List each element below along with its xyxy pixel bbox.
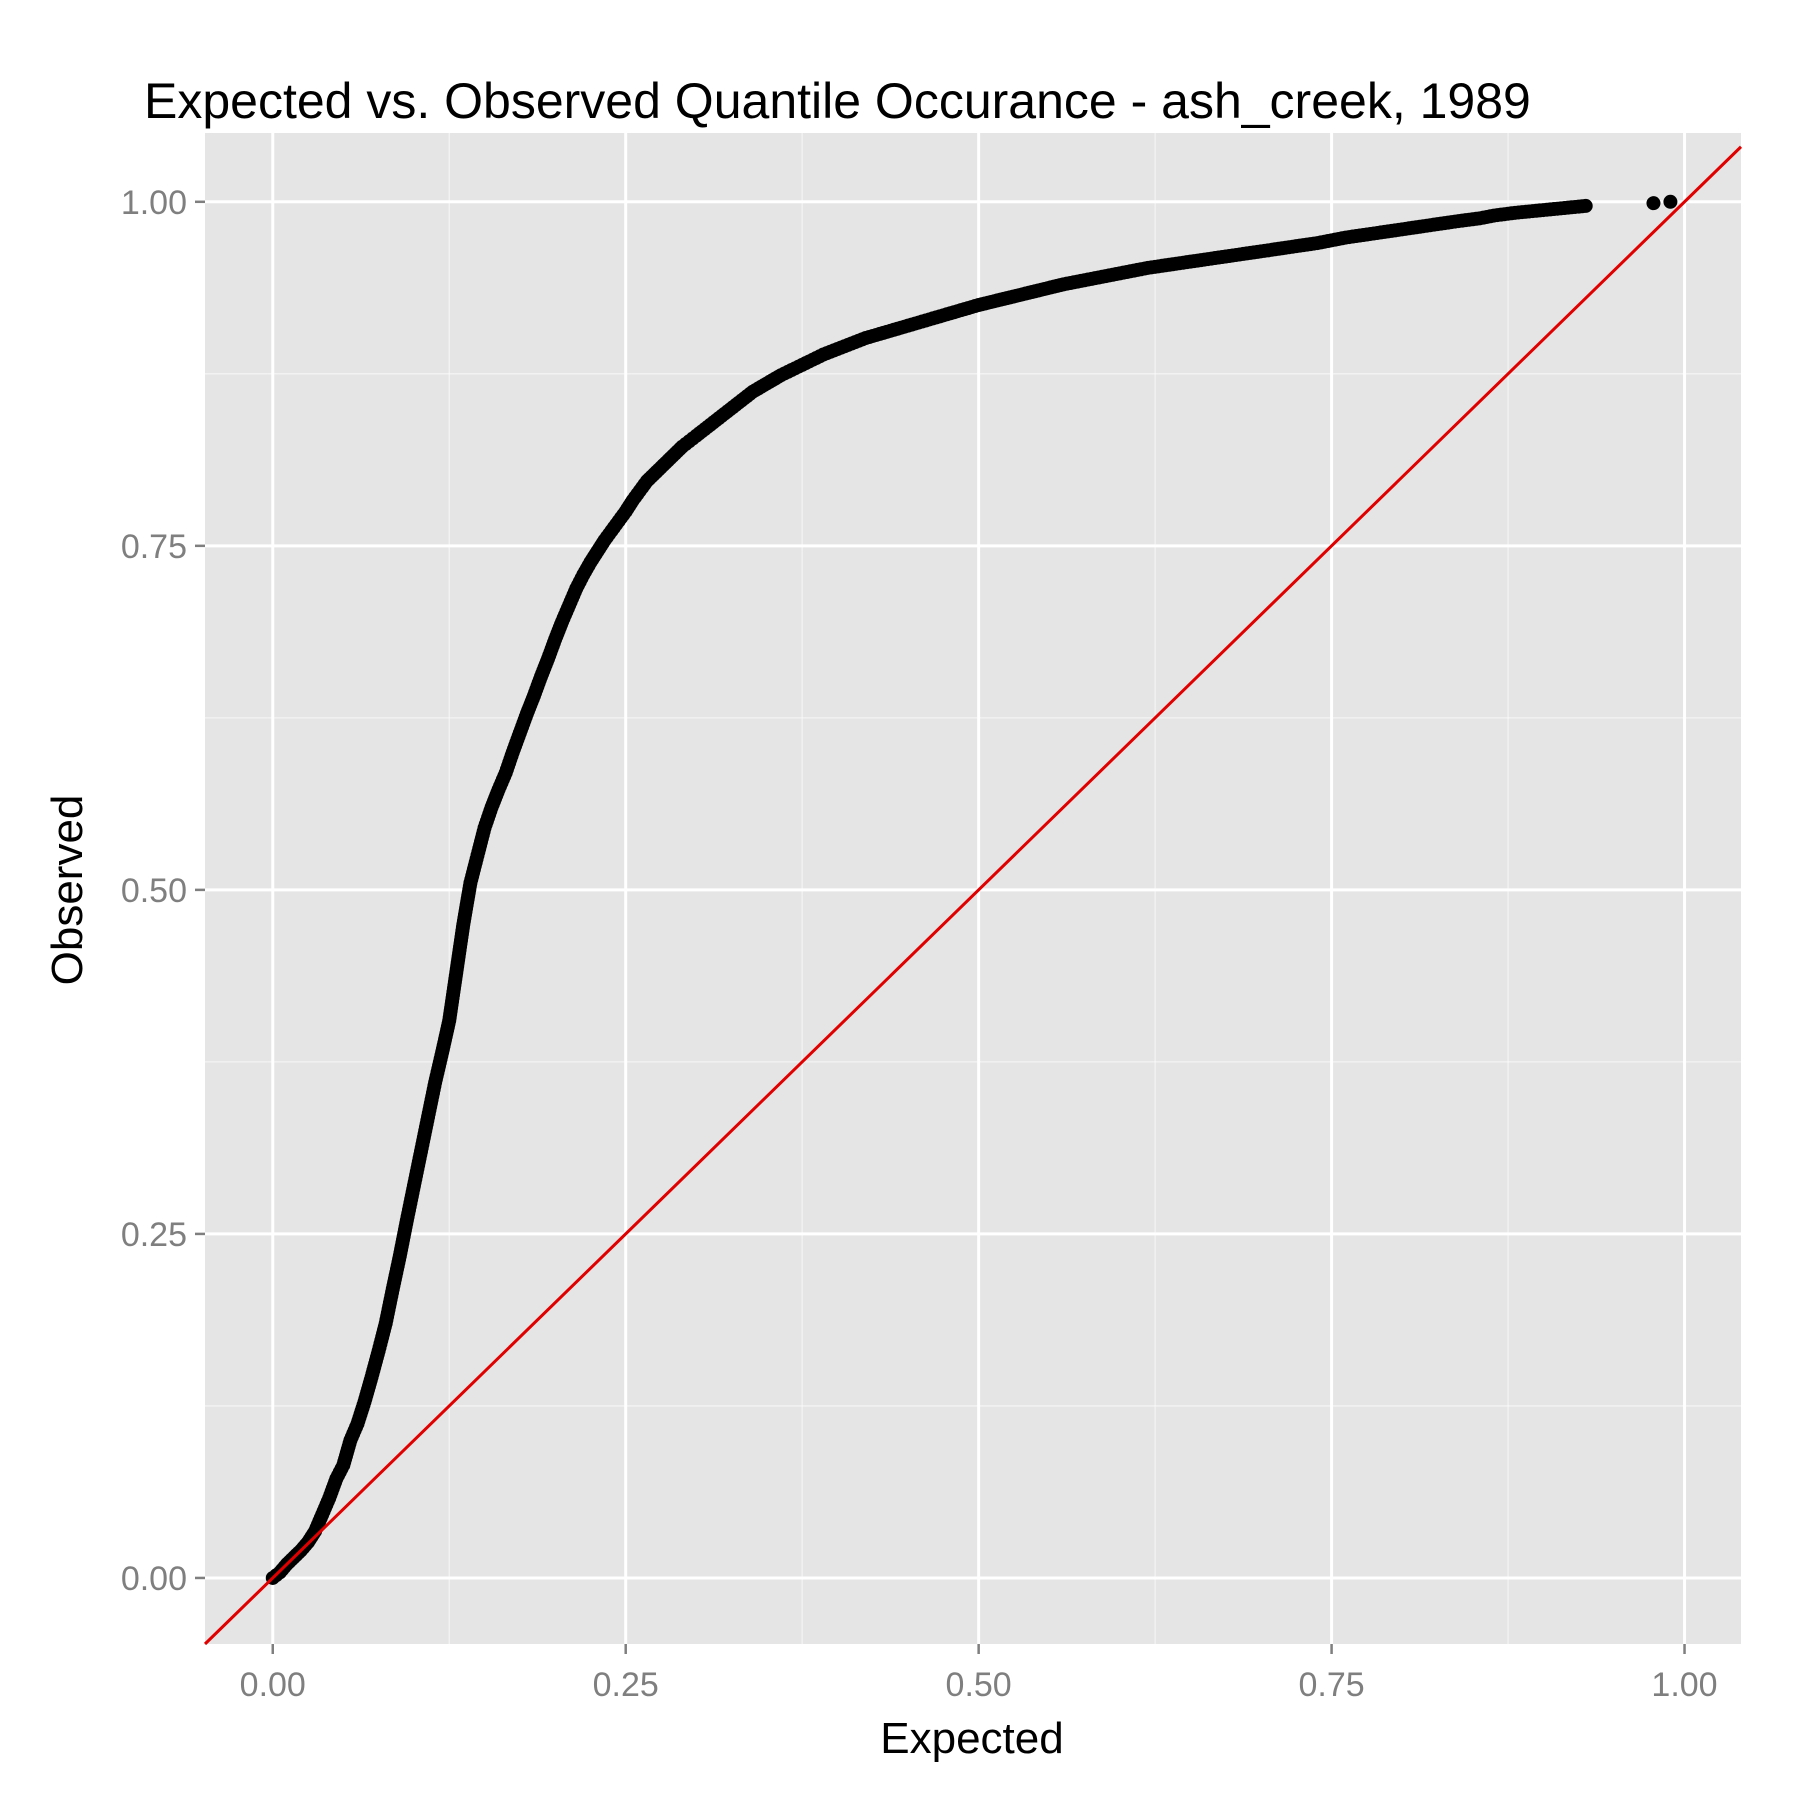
data-point [1646, 196, 1661, 211]
x-axis-title: Expected [880, 1714, 1063, 1763]
data-point [1663, 194, 1678, 209]
y-tick-label: 0.00 [121, 1560, 187, 1598]
chart-title: Expected vs. Observed Quantile Occurance… [144, 73, 1531, 129]
y-tick-label: 0.75 [121, 528, 187, 566]
x-tick-label: 0.00 [240, 1666, 306, 1704]
x-tick-label: 0.75 [1298, 1666, 1364, 1704]
axis-ticks: 0.00 0.25 0.50 0.75 1.00 0.00 0.25 0.50 0.75 1.00 [121, 184, 1718, 1704]
data-points [265, 194, 1678, 1585]
reference-line [203, 145, 1743, 1646]
reference-line-layer [203, 145, 1743, 1646]
x-tick-label: 0.50 [946, 1666, 1012, 1704]
y-tick-label: 0.50 [121, 872, 187, 910]
y-tick-label: 0.25 [121, 1216, 187, 1254]
y-tick-label: 1.00 [121, 184, 187, 222]
x-tick-label: 0.25 [593, 1666, 659, 1704]
data-point [1578, 198, 1593, 213]
y-axis-title: Observed [43, 795, 92, 986]
x-tick-label: 1.00 [1651, 1666, 1717, 1704]
